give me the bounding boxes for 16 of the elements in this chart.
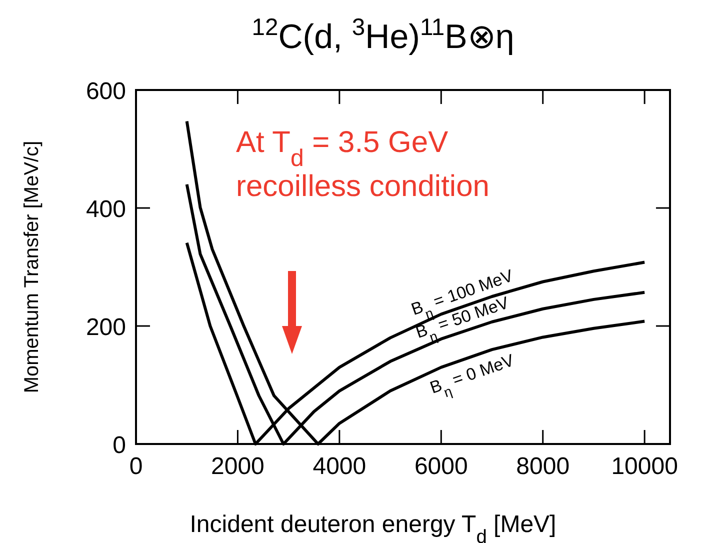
x-tick-label: 6000: [414, 453, 468, 480]
x-tick-label: 2000: [211, 453, 264, 480]
y-tick-label: 600: [86, 78, 126, 105]
y-tick-label: 400: [86, 196, 126, 223]
text: B$_{η}$ = 0 MeV: [428, 350, 518, 400]
x-tick-label: 4000: [312, 453, 366, 480]
x-axis-title: Incident deuteron energy T$_{d}$ [MeV]: [190, 511, 556, 543]
y-axis-title: Momentum Transfer [MeV/c]: [21, 140, 43, 394]
annotation: At T$_{d}$ = 3.5 GeV: [236, 126, 448, 172]
x-tick-label: 10000: [611, 453, 678, 480]
x-tick-label: 8000: [516, 453, 570, 480]
x-tick-label: 0: [129, 453, 143, 480]
y-tick-label: 200: [86, 314, 126, 341]
annotation: recoilless condition: [236, 170, 490, 203]
chart-title: $^{12}$C(d, $^{3}$He)$^{11}$B⊗η: [252, 14, 514, 56]
y-tick-label: 0: [112, 432, 126, 459]
